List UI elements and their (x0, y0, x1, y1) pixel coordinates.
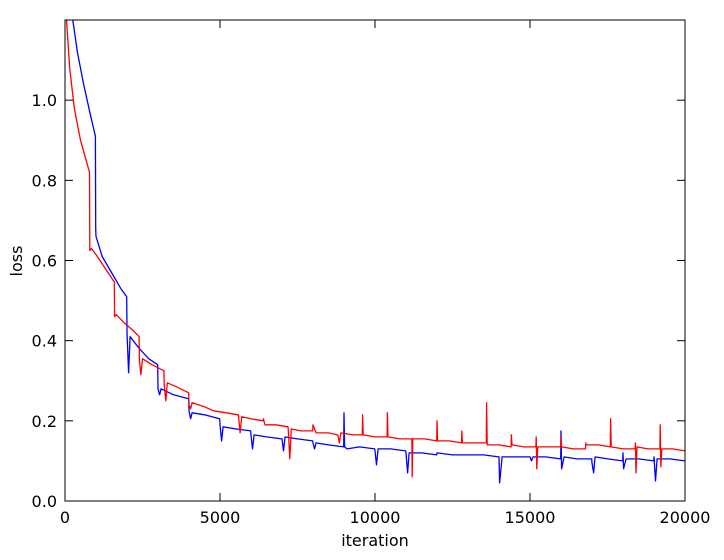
y-tick-label: 0.6 (32, 252, 57, 271)
x-tick-label: 10000 (350, 508, 401, 527)
y-tick-label: 0.8 (32, 171, 57, 190)
series-line-2 (65, 20, 685, 478)
y-tick-label: 0.2 (32, 412, 57, 431)
x-tick-label: 15000 (505, 508, 556, 527)
y-axis-label: loss (7, 246, 26, 277)
x-tick-label: 20000 (660, 508, 711, 527)
plot-background (65, 20, 685, 501)
y-tick-label: 1.0 (32, 91, 57, 110)
x-tick-label: 0 (60, 508, 70, 527)
x-tick-label: 5000 (200, 508, 241, 527)
x-axis-label: iteration (341, 531, 409, 550)
x-axis-ticks: 0 5000 10000 15000 20000 (60, 20, 711, 527)
y-tick-label: 0.4 (32, 332, 57, 351)
series-layer (65, 20, 685, 484)
series-line-1 (72, 20, 685, 484)
y-axis-ticks: 0.0 0.2 0.4 0.6 0.8 1.0 (32, 91, 685, 511)
y-tick-label: 0.0 (32, 492, 57, 511)
